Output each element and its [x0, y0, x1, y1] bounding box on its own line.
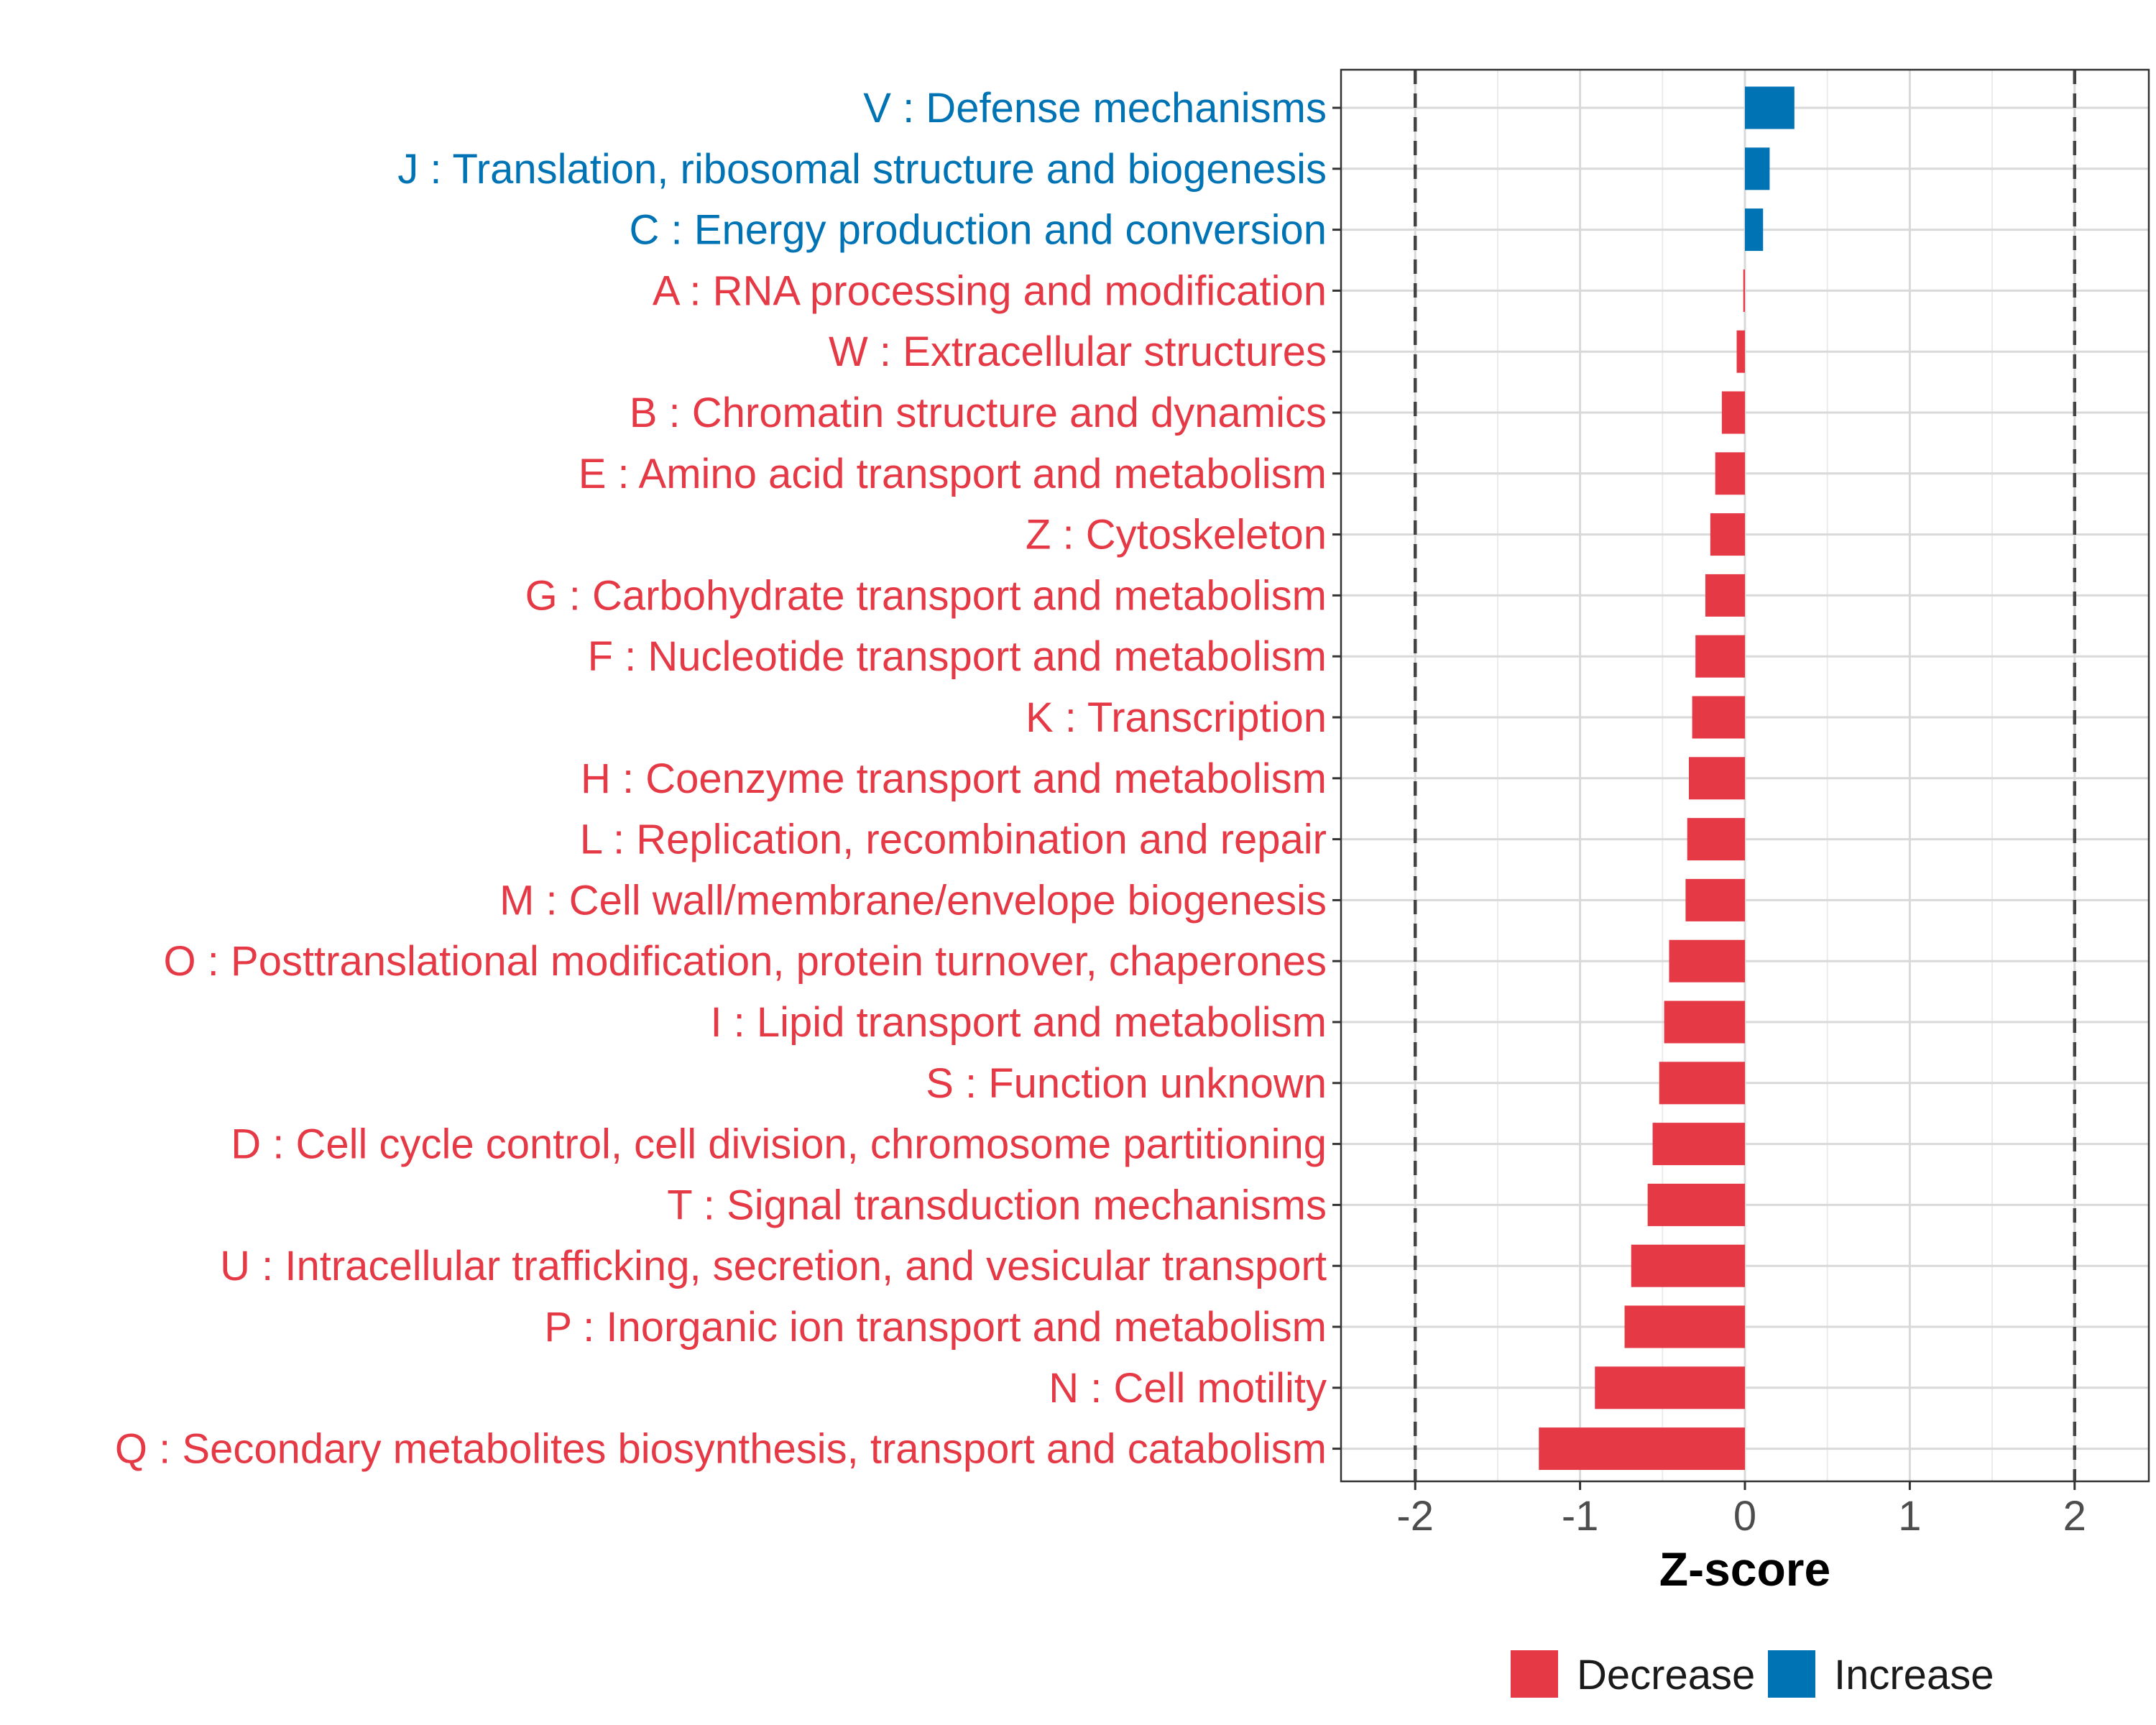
- x-axis-title: Z-score: [1659, 1542, 1830, 1596]
- bars: [1539, 86, 1795, 1471]
- y-tick-label: H : Coenzyme transport and metabolism: [581, 755, 1327, 802]
- x-tick-label: 0: [1733, 1493, 1756, 1540]
- bar: [1659, 1062, 1745, 1105]
- x-tick-label: -1: [1562, 1493, 1599, 1540]
- bar: [1664, 1000, 1745, 1044]
- bar: [1624, 1305, 1745, 1348]
- bar: [1595, 1366, 1745, 1409]
- bar: [1687, 818, 1745, 861]
- y-tick-label: A : RNA processing and modification: [653, 267, 1327, 314]
- x-tick-label: 1: [1898, 1493, 1921, 1540]
- y-tick-label: T : Signal transduction mechanisms: [667, 1182, 1327, 1228]
- bar: [1736, 330, 1745, 373]
- bar: [1669, 939, 1745, 983]
- bar: [1745, 208, 1764, 252]
- x-axis: -2 -1 0 1 2: [1396, 1481, 2086, 1540]
- bar: [1692, 696, 1745, 739]
- legend-label-decrease: Decrease: [1577, 1652, 1755, 1698]
- y-tick-label: U : Intracellular trafficking, secretion…: [220, 1243, 1327, 1289]
- y-tick-label: K : Transcription: [1026, 694, 1327, 741]
- y-tick-label: I : Lipid transport and metabolism: [710, 999, 1327, 1046]
- y-tick-label: Q : Secondary metabolites biosynthesis, …: [115, 1426, 1327, 1473]
- y-tick-label: N : Cell motility: [1049, 1365, 1327, 1412]
- legend-label-increase: Increase: [1834, 1652, 1994, 1698]
- bar: [1689, 757, 1745, 800]
- y-tick-label: G : Carbohydrate transport and metabolis…: [525, 572, 1327, 619]
- y-tick-label: V : Defense mechanisms: [863, 85, 1327, 132]
- legend-swatch-decrease: [1511, 1650, 1558, 1698]
- bar: [1695, 635, 1745, 678]
- bar: [1710, 513, 1745, 556]
- bar: [1647, 1183, 1745, 1226]
- bar: [1743, 269, 1745, 312]
- y-tick-label: F : Nucleotide transport and metabolism: [588, 633, 1327, 680]
- legend: Decrease Increase: [1511, 1650, 1994, 1698]
- y-tick-label: D : Cell cycle control, cell division, c…: [231, 1121, 1327, 1168]
- legend-swatch-increase: [1768, 1650, 1815, 1698]
- y-tick-label: J : Translation, ribosomal structure and…: [397, 146, 1327, 193]
- y-tick-label: L : Replication, recombination and repai…: [580, 816, 1327, 863]
- y-tick-label: B : Chromatin structure and dynamics: [630, 390, 1327, 436]
- y-tick-label: C : Energy production and conversion: [630, 207, 1327, 254]
- bar: [1745, 86, 1795, 129]
- y-tick-label: M : Cell wall/membrane/envelope biogenes…: [499, 877, 1327, 924]
- bar: [1705, 574, 1745, 617]
- y-axis: V : Defense mechanisms J : Translation, r…: [115, 85, 1341, 1473]
- y-tick-label: Z : Cytoskeleton: [1026, 512, 1327, 558]
- y-tick-label: S : Function unknown: [926, 1060, 1327, 1107]
- x-tick-label: 2: [2063, 1493, 2086, 1540]
- y-tick-label: O : Posttranslational modification, prot…: [164, 938, 1327, 985]
- y-tick-label: E : Amino acid transport and metabolism: [579, 451, 1327, 497]
- y-tick-label: P : Inorganic ion transport and metaboli…: [544, 1304, 1327, 1351]
- bar: [1631, 1244, 1745, 1287]
- bar: [1745, 147, 1770, 190]
- bar: [1685, 878, 1745, 921]
- reference-lines: [1413, 70, 2077, 1481]
- bar: [1539, 1427, 1745, 1471]
- bar: [1721, 391, 1745, 434]
- x-tick-label: -2: [1396, 1493, 1434, 1540]
- bar: [1715, 452, 1745, 495]
- y-tick-label: W : Extracellular structures: [829, 328, 1327, 375]
- bar: [1652, 1123, 1745, 1166]
